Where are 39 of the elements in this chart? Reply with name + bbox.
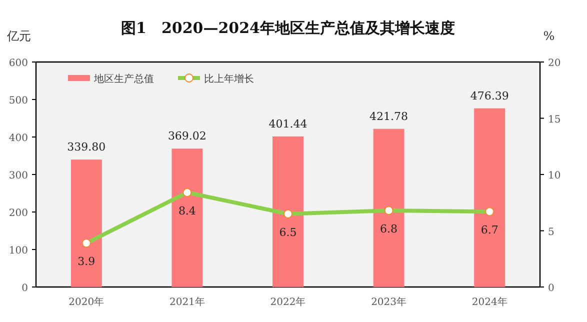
data-label: 6.7 xyxy=(480,224,498,237)
data-label: 3.9 xyxy=(78,255,96,268)
data-label: 401.44 xyxy=(268,117,308,130)
data-label: 476.39 xyxy=(470,89,509,102)
data-label: 369.02 xyxy=(168,130,206,143)
y-tick-label: 0 xyxy=(22,283,28,294)
y2-axis-title: % xyxy=(543,29,555,43)
y2-tick-label: 15 xyxy=(548,114,561,126)
legend-label: 比上年增长 xyxy=(204,73,254,85)
legend-比上年增长: 比上年增长 xyxy=(178,74,254,85)
bar xyxy=(373,128,404,287)
data-label: 421.78 xyxy=(370,110,408,123)
y2-tick-label: 20 xyxy=(548,58,561,69)
bar xyxy=(272,136,304,287)
x-tick-label: 2021年 xyxy=(169,296,205,308)
chart-title: 图1 2020—2024年地区生产总值及其增长速度 xyxy=(121,19,455,37)
legend-label: 地区生产总值 xyxy=(93,73,154,85)
data-label: 8.4 xyxy=(178,204,196,218)
data-label: 6.5 xyxy=(279,226,297,239)
y-tick-label: 100 xyxy=(8,246,28,256)
y-tick-label: 300 xyxy=(8,170,28,182)
data-label: 6.8 xyxy=(380,222,398,236)
y-tick-label: 500 xyxy=(8,96,28,106)
x-tick-label: 2022年 xyxy=(270,296,306,308)
y2-tick-label: 10 xyxy=(548,170,561,182)
y2-tick-label: 5 xyxy=(548,226,554,238)
bar xyxy=(474,108,506,287)
x-tick-label: 2020年 xyxy=(68,296,104,308)
y-tick-label: 400 xyxy=(8,133,28,144)
y-axis-title: 亿元 xyxy=(6,29,31,43)
x-tick-label: 2023年 xyxy=(371,296,407,308)
bar xyxy=(172,148,203,287)
y-tick-label: 600 xyxy=(8,58,28,69)
data-label: 339.80 xyxy=(67,140,106,154)
y-tick-label: 200 xyxy=(8,208,28,219)
bar xyxy=(70,160,102,287)
x-tick-label: 2024年 xyxy=(472,296,508,308)
legend-地区生产总值: 地区生产总值 xyxy=(68,74,154,85)
y2-tick-label: 0 xyxy=(548,283,554,294)
